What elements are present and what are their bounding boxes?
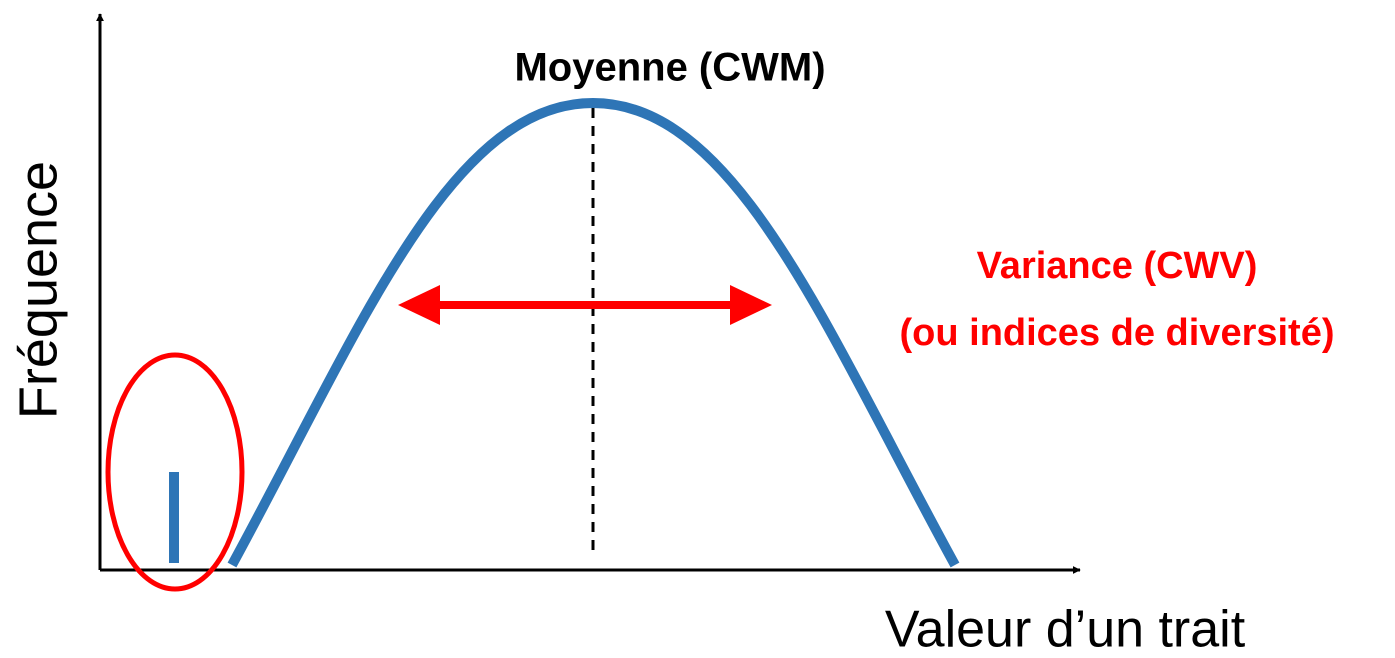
outlier-circle [105,352,245,592]
x-axis-label: Valeur d’un trait [885,601,1246,658]
variance-label: Variance (CWV) [977,245,1258,287]
variance-arrow-head-right [730,285,772,325]
y-axis-label: Fréquence [8,161,68,419]
variance-note: (ou indices de diversité) [900,312,1335,354]
distribution-curve [227,97,960,568]
variance-arrow-head-left [398,285,440,325]
mean-label: Moyenne (CWM) [514,46,825,90]
